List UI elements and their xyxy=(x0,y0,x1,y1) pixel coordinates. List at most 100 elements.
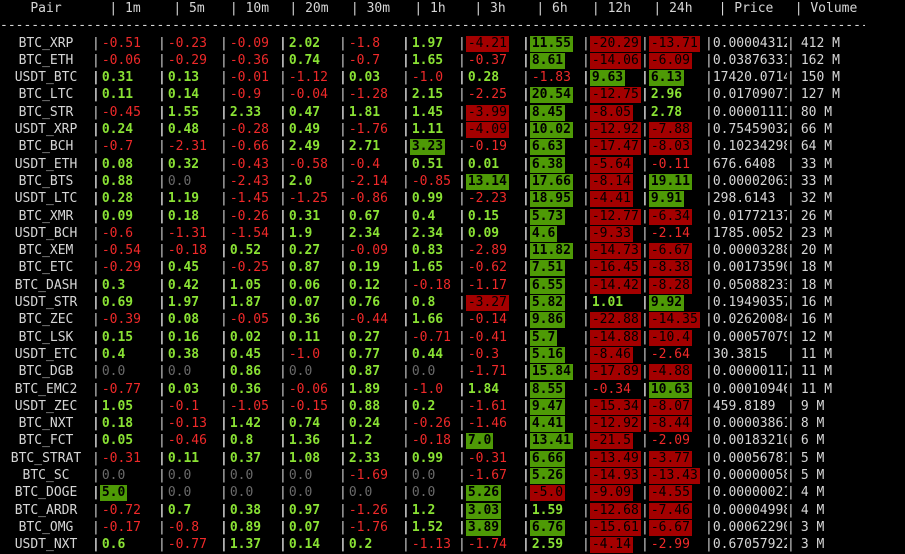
change-cell-1m: | -0.45 xyxy=(92,104,141,120)
volume-cell: | 4 M xyxy=(787,502,825,518)
pair-cell: BTC_DASH xyxy=(14,277,78,293)
column-header-5m: | 5m xyxy=(173,1,205,16)
change-cell-10m: | 0.37 xyxy=(220,450,262,466)
change-cell-1h: | 0.0 xyxy=(402,468,436,484)
change-cell-3h: | -0.41 xyxy=(458,329,507,345)
change-cell-1m: | 1.05 xyxy=(92,398,134,414)
change-cell-5m: | 0.13 xyxy=(158,70,200,86)
table-row: BTC_DOGE | 5.0 | 0.0 | 0.0 | 0.0 | 0.0 | 0.0 | 5.26 | -5… xyxy=(0,484,905,502)
change-cell-12h: | -9.33 xyxy=(582,225,633,242)
change-cell-30m: | -1.26 xyxy=(339,502,388,518)
change-cell-1m: | -0.39 xyxy=(92,312,141,328)
table-row: BTC_OMG | -0.17 | -0.8 | 0.89 | 0.07 | -1.76 | 1.52 |… xyxy=(0,519,905,536)
change-cell-30m: | 2.34 xyxy=(339,225,381,241)
change-cell-3h: | 0.15 xyxy=(458,208,500,224)
pair-cell: BTC_LTC xyxy=(18,87,74,103)
volume-cell: | 18 M xyxy=(787,260,833,276)
volume-cell: | 3 M xyxy=(787,537,825,553)
change-cell-24h: | -4.88 xyxy=(641,364,692,381)
change-cell-5m: | 0.14 xyxy=(158,87,200,103)
change-cell-20m: | 0.74 xyxy=(279,52,321,68)
volume-cell: | 162 M xyxy=(787,52,840,68)
change-cell-5m: | -0.46 xyxy=(158,433,207,449)
price-cell: |0.00000117 xyxy=(705,364,787,380)
table-row: USDT_NXT | 0.6 | -0.77 | 1.37 | 0.14 | 0.2 | -1.13 | -… xyxy=(0,536,905,554)
change-cell-24h: | -8.38 xyxy=(641,260,692,277)
change-cell-30m: | 0.12 xyxy=(339,277,381,293)
change-cell-10m: | -0.25 xyxy=(220,260,269,276)
price-cell: |0.10234298 xyxy=(705,139,787,155)
change-cell-10m: | 1.37 xyxy=(220,537,262,553)
change-cell-24h: | 2.78 xyxy=(641,104,683,120)
change-cell-3h: | -2.89 xyxy=(458,243,507,259)
change-cell-20m: | -0.06 xyxy=(279,381,328,397)
change-cell-5m: | 0.45 xyxy=(158,260,200,276)
change-cell-1h: | 1.2 xyxy=(402,502,436,518)
change-cell-1m: | 0.6 xyxy=(92,537,126,553)
price-cell: |0.00000058 xyxy=(705,468,787,484)
change-cell-6h: | 15.84 xyxy=(522,364,573,381)
change-cell-24h: | 9.92 xyxy=(641,295,685,312)
pair-cell: USDT_ETH xyxy=(14,156,78,172)
table-row: BTC_ETH | -0.06 | -0.29 | -0.36 | 0.74 | -0.7 | 1.65… xyxy=(0,52,905,69)
change-cell-1m: | 0.69 xyxy=(92,295,134,311)
change-cell-30m: | -0.86 xyxy=(339,191,388,207)
change-cell-12h: | -8.14 xyxy=(582,173,633,190)
volume-cell: | 66 M xyxy=(787,122,833,138)
change-cell-12h: | -0.34 xyxy=(582,381,631,397)
column-header-pair: Pair xyxy=(30,1,62,16)
pair-cell: BTC_NXT xyxy=(18,416,74,432)
change-cell-1m: | -0.17 xyxy=(92,519,141,535)
column-header-10m: | 10m xyxy=(229,1,270,16)
change-cell-1h: | -1.0 xyxy=(402,70,444,86)
table-row: USDT_LTC | 0.28 | 1.19 | -1.45 | -1.25 | -0.86 | 0.9… xyxy=(0,190,905,208)
change-cell-24h: | -14.35 xyxy=(641,312,700,329)
change-cell-6h: | 20.54 xyxy=(522,87,573,104)
change-cell-12h: | -14.42 xyxy=(582,277,641,294)
volume-cell: | 8 M xyxy=(787,416,825,432)
change-cell-24h: | -6.67 xyxy=(641,243,692,260)
change-cell-10m: | 1.87 xyxy=(220,295,262,311)
pair-cell: BTC_ETH xyxy=(18,52,74,68)
change-cell-10m: | 0.86 xyxy=(220,364,262,380)
change-cell-6h: | 8.55 xyxy=(522,381,566,398)
table-row: BTC_SC | 0.0 | 0.0 | 0.0 | 0.0 | -1.69 | 0.0 | -1.67 | 5… xyxy=(0,467,905,485)
change-cell-30m: | 1.2 xyxy=(339,433,373,449)
change-cell-1m: | 0.11 xyxy=(92,87,134,103)
change-cell-5m: | 0.0 xyxy=(158,468,192,484)
change-cell-10m: | -0.66 xyxy=(220,139,269,155)
change-cell-1h: | 0.44 xyxy=(402,346,444,362)
column-header-1m: | 1m xyxy=(109,1,141,16)
change-cell-1h: | 0.0 xyxy=(402,364,436,380)
change-cell-12h: | -8.46 xyxy=(582,346,633,363)
change-cell-20m: | -0.04 xyxy=(279,87,328,103)
change-cell-30m: | 0.0 xyxy=(339,485,373,501)
change-cell-6h: | 8.45 xyxy=(522,104,566,121)
change-cell-30m: | -0.44 xyxy=(339,312,388,328)
change-cell-12h: | -4.14 xyxy=(582,537,633,554)
change-cell-6h: | 5.16 xyxy=(522,346,566,363)
change-cell-12h: | -21.5 xyxy=(582,433,633,450)
price-cell: |0.75459032 xyxy=(705,122,787,138)
change-cell-6h: | 5.73 xyxy=(522,208,566,225)
change-cell-30m: | 0.77 xyxy=(339,346,381,362)
column-header-20m: | 20m xyxy=(289,1,329,16)
table-row: BTC_XRP | -0.51 | -0.23 | -0.09 | 2.02 | -1.8 | 1.97… xyxy=(0,35,905,52)
change-cell-10m: | 0.0 xyxy=(220,485,254,501)
table-body: BTC_XRP | -0.51 | -0.23 | -0.09 | 2.02 | -1.8 | 1.97… xyxy=(0,35,905,554)
column-header-24h: | 24h xyxy=(653,1,693,16)
change-cell-24h: | -13.71 xyxy=(641,35,700,52)
change-cell-5m: | -2.31 xyxy=(158,139,207,155)
change-cell-1h: | -1.0 xyxy=(402,381,444,397)
pair-cell: BTC_BTS xyxy=(18,173,74,189)
price-cell: |0.05088233 xyxy=(705,277,787,293)
change-cell-6h: | 9.86 xyxy=(522,312,566,329)
change-cell-12h: | -14.93 xyxy=(582,468,641,485)
change-cell-12h: | -12.68 xyxy=(582,502,641,519)
change-cell-12h: | -13.49 xyxy=(582,450,641,467)
volume-cell: | 127 M xyxy=(787,87,840,103)
change-cell-30m: | 1.89 xyxy=(339,381,381,397)
change-cell-5m: | -0.18 xyxy=(158,243,207,259)
change-cell-6h: | 1.59 xyxy=(522,502,564,518)
